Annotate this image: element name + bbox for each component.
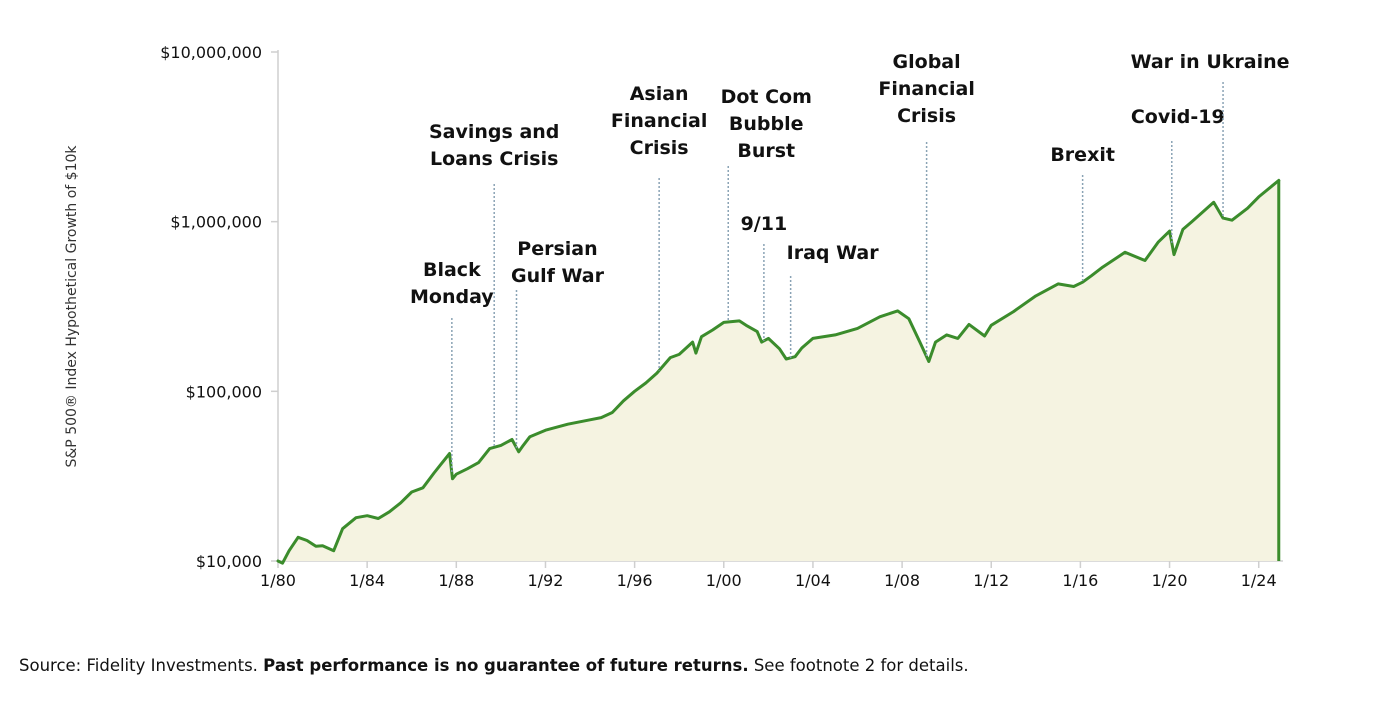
growth-chart: Black Monday Savings and Loans Crisis Persia… (64, 43, 1290, 590)
y-tick-label: $10,000,000 (160, 43, 262, 62)
event-label-line: Persian (517, 238, 597, 260)
x-tick-label: 1/16 (1062, 571, 1098, 590)
source-disclaimer: Past performance is no guarantee of futu… (263, 656, 749, 675)
x-tick-label: 1/92 (527, 571, 563, 590)
event-label-line: Dot Com (721, 86, 812, 108)
x-tick-label: 1/04 (795, 571, 831, 590)
x-tick-label: 1/96 (617, 571, 653, 590)
event-label-line: Crisis (897, 105, 956, 127)
event-label: Covid-19 (1131, 106, 1225, 128)
source-suffix: See footnote 2 for details. (748, 656, 969, 675)
y-tick-label: $1,000,000 (170, 213, 262, 232)
event-annotations: Black Monday Savings and Loans Crisis Persia… (410, 51, 1290, 473)
event-label: War in Ukraine (1131, 51, 1290, 73)
x-tick-label: 1/88 (438, 571, 474, 590)
event-label-line: Savings and (429, 121, 559, 143)
event-label: Dot Com Bubble Burst (721, 86, 812, 162)
event-label-line: Iraq War (787, 242, 880, 264)
axis-labels: $10,000 $100,000 $1,000,000 $10,000,000 1/80… (64, 43, 1277, 590)
event-label-line: Monday (410, 286, 494, 308)
event-label: 9/11 (741, 213, 788, 235)
event-label-line: War in Ukraine (1131, 51, 1290, 73)
event-label-line: Gulf War (511, 265, 605, 287)
x-tick-label: 1/80 (260, 571, 296, 590)
event-label: Savings and Loans Crisis (429, 121, 559, 170)
y-tick-label: $100,000 (186, 382, 262, 401)
series-line (276, 178, 1281, 565)
event-label-line: Burst (737, 140, 795, 162)
event-label-line: 9/11 (741, 213, 788, 235)
event-label-line: Asian (630, 83, 689, 105)
y-tick-label: $10,000 (196, 552, 262, 571)
x-tick-label: 1/84 (349, 571, 385, 590)
x-tick-label: 1/12 (973, 571, 1009, 590)
event-label: Persian Gulf War (511, 238, 605, 287)
event-label-line: Financial (611, 110, 707, 132)
x-tick-label: 1/08 (884, 571, 920, 590)
event-label-line: Bubble (729, 113, 804, 135)
event-label: Black Monday (410, 259, 494, 308)
event-label-line: Covid-19 (1131, 106, 1225, 128)
source-prefix: Source: Fidelity Investments. (19, 656, 264, 675)
event-label-line: Black (423, 259, 481, 281)
chart-plot-area (276, 178, 1281, 565)
event-label-line: Financial (878, 78, 974, 100)
series-area-fill (278, 180, 1279, 564)
event-label-line: Crisis (630, 137, 689, 159)
source-note: Source: Fidelity Investments. Past perfo… (19, 656, 969, 675)
event-label: Iraq War (787, 242, 880, 264)
x-tick-label: 1/20 (1152, 571, 1188, 590)
event-label-line: Loans Crisis (430, 148, 558, 170)
event-label: Brexit (1050, 144, 1115, 166)
event-label: Asian Financial Crisis (611, 83, 707, 159)
event-label: Global Financial Crisis (878, 51, 974, 127)
x-tick-label: 1/24 (1241, 571, 1277, 590)
event-label-line: Global (893, 51, 961, 73)
y-axis-title: S&P 500® Index Hypothetical Growth of $1… (64, 145, 80, 468)
event-label-line: Brexit (1050, 144, 1115, 166)
x-tick-label: 1/00 (706, 571, 742, 590)
